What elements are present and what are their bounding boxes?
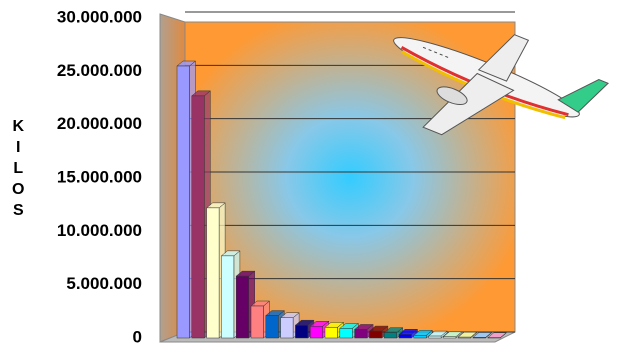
bar-front: [309, 326, 323, 339]
y-tick-label: 15.000.000: [57, 167, 142, 186]
bar-front: [295, 324, 309, 339]
bar-front: [472, 337, 486, 339]
bar: [398, 328, 419, 339]
airplane: [393, 34, 609, 136]
bar-front: [191, 95, 205, 339]
bar-front: [369, 330, 383, 339]
bar-front: [221, 255, 235, 339]
bar: [487, 332, 507, 339]
bar: [442, 331, 463, 339]
bar-front: [235, 275, 249, 339]
bar: [427, 330, 448, 339]
bar: [413, 329, 433, 339]
bar-front: [457, 336, 471, 339]
y-tick-label: 5.000.000: [66, 274, 142, 293]
y-tick-label: 30.000.000: [57, 7, 142, 26]
bar-front: [383, 332, 397, 339]
bar-front: [354, 329, 368, 339]
bar-front: [176, 65, 190, 339]
bar: [383, 327, 404, 339]
bar-front: [280, 317, 294, 339]
bar-front: [250, 305, 264, 339]
y-tick-label: 10.000.000: [57, 221, 142, 240]
bar-front: [265, 315, 279, 339]
y-tick-label: 0: [133, 327, 142, 346]
bar-front: [413, 335, 427, 339]
bar-front: [443, 336, 457, 339]
bar: [265, 310, 285, 339]
y-tick-label: 25.000.000: [57, 61, 142, 80]
bar-front: [206, 207, 220, 339]
y-tick-label: 20.000.000: [57, 114, 142, 133]
bar-front: [428, 335, 442, 339]
bar-front: [398, 334, 412, 339]
bar-front: [339, 328, 353, 339]
bar: [457, 331, 478, 339]
bar: [472, 331, 493, 339]
y-axis-label: KILOS: [10, 118, 27, 223]
bar-front: [324, 327, 338, 339]
